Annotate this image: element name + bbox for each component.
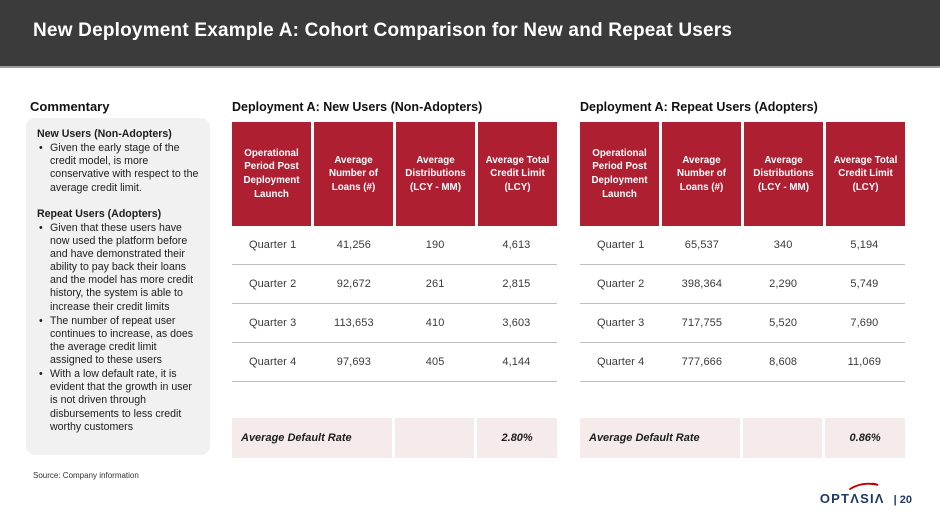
- table-cell: 340: [773, 239, 793, 251]
- commentary-heading: Commentary: [30, 99, 110, 114]
- commentary-bullet-list: Given the early stage of the credit mode…: [37, 142, 199, 195]
- page-title: New Deployment Example A: Cohort Compari…: [33, 20, 733, 41]
- table-row: Quarter 2 398,364 2,290 5,749: [580, 265, 905, 304]
- table-row: Quarter 2 92,672 261 2,815: [232, 265, 557, 304]
- column-header: Average Distributions (LCY - MM): [396, 122, 475, 226]
- column-header: Average Number of Loans (#): [314, 122, 393, 226]
- column-header: Average Total Credit Limit (LCY): [826, 122, 905, 226]
- page-number: | 20: [893, 494, 912, 506]
- commentary-section-heading: Repeat Users (Adopters): [37, 207, 162, 220]
- table-row: Quarter 3 717,755 5,520 7,690: [580, 304, 905, 343]
- table-cell: Quarter 3: [248, 317, 297, 329]
- table-cell: Quarter 2: [596, 278, 645, 290]
- default-rate-label: Average Default Rate: [580, 418, 740, 458]
- table-header-row: Operational Period Post Deployment Launc…: [580, 122, 905, 226]
- table-cell: 7,690: [850, 317, 879, 329]
- table-body: Quarter 1 41,256 190 4,613 Quarter 2 92,672 26…: [232, 226, 557, 382]
- table-cell: 410: [425, 317, 445, 329]
- table-cell: 11,069: [847, 356, 882, 368]
- table-cell: 777,666: [681, 356, 723, 368]
- table-repeat-users: Deployment A: Repeat Users (Adopters) Op…: [580, 100, 905, 458]
- default-rate-label: Average Default Rate: [232, 418, 392, 458]
- table-new-users: Deployment A: New Users (Non-Adopters) O…: [232, 100, 557, 458]
- table-cell: 190: [425, 239, 445, 251]
- table-cell: 8,608: [769, 356, 798, 368]
- table-cell: Quarter 3: [596, 317, 645, 329]
- title-bar: New Deployment Example A: Cohort Compari…: [0, 0, 940, 68]
- column-header: Average Number of Loans (#): [662, 122, 741, 226]
- column-header: Operational Period Post Deployment Launc…: [580, 122, 659, 226]
- table-cell: 65,537: [684, 239, 719, 251]
- table-cell: 261: [425, 278, 445, 290]
- table-cell: 113,653: [334, 317, 374, 329]
- logo-text: OPTΛSIΛ: [819, 491, 885, 506]
- table-cell: 405: [425, 356, 445, 368]
- commentary-bullet: With a low default rate, it is evident t…: [37, 368, 199, 434]
- table-cell: 4,613: [502, 239, 531, 251]
- table-row: Quarter 1 41,256 190 4,613: [232, 226, 557, 265]
- table-cell: 2,815: [502, 278, 531, 290]
- table-cell: 398,364: [681, 278, 723, 290]
- table-row: Quarter 4 97,693 405 4,144: [232, 343, 557, 382]
- table-cell: Quarter 1: [596, 239, 645, 251]
- table-cell: 5,749: [850, 278, 879, 290]
- table-cell: 717,755: [681, 317, 723, 329]
- commentary-bullet: The number of repeat user continues to i…: [37, 315, 199, 368]
- table-title: Deployment A: New Users (Non-Adopters): [232, 100, 483, 114]
- brand-area: OPTΛSIΛ | 20: [819, 482, 912, 508]
- table-cell: 2,290: [769, 278, 798, 290]
- table-title: Deployment A: Repeat Users (Adopters): [580, 100, 818, 114]
- commentary-bullet-list: Given that these users have now used the…: [37, 222, 199, 434]
- table-cell: 3,603: [502, 317, 531, 329]
- table-cell: Quarter 1: [248, 239, 297, 251]
- default-rate-spacer: [742, 418, 823, 458]
- table-header-row: Operational Period Post Deployment Launc…: [232, 122, 557, 226]
- column-header: Average Total Credit Limit (LCY): [478, 122, 557, 226]
- column-header: Average Distributions (LCY - MM): [744, 122, 823, 226]
- default-rate-value: 2.80%: [477, 418, 557, 458]
- table-cell: 4,144: [502, 356, 531, 368]
- table-row: Quarter 3 113,653 410 3,603: [232, 304, 557, 343]
- default-rate-spacer: [394, 418, 475, 458]
- default-rate-value: 0.86%: [825, 418, 905, 458]
- table-cell: 5,520: [769, 317, 798, 329]
- table-row: Quarter 4 777,666 8,608 11,069: [580, 343, 905, 382]
- column-header: Operational Period Post Deployment Launc…: [232, 122, 311, 226]
- commentary-section-repeat-users: Repeat Users (Adopters) Given that these…: [37, 208, 199, 434]
- table-footer-row: Average Default Rate 0.86%: [580, 418, 905, 458]
- table-cell: Quarter 4: [596, 356, 645, 368]
- table-footer-row: Average Default Rate 2.80%: [232, 418, 557, 458]
- optasia-logo: OPTΛSIΛ: [819, 482, 885, 508]
- commentary-section-new-users: New Users (Non-Adopters) Given the early…: [37, 128, 199, 195]
- commentary-panel: New Users (Non-Adopters) Given the early…: [26, 118, 210, 455]
- source-note: Source: Company information: [33, 471, 139, 480]
- table-body: Quarter 1 65,537 340 5,194 Quarter 2 398,364 2…: [580, 226, 905, 382]
- table-cell: 97,693: [336, 356, 371, 368]
- table-cell: Quarter 2: [248, 278, 297, 290]
- table-cell: 41,256: [336, 239, 371, 251]
- commentary-section-heading: New Users (Non-Adopters): [37, 128, 172, 140]
- table-cell: 92,672: [336, 278, 371, 290]
- commentary-bullet: Given that these users have now used the…: [37, 222, 199, 314]
- logo-swoosh-icon: [848, 482, 879, 490]
- commentary-bullet: Given the early stage of the credit mode…: [37, 142, 199, 195]
- table-cell: 5,194: [850, 239, 879, 251]
- table-row: Quarter 1 65,537 340 5,194: [580, 226, 905, 265]
- table-cell: Quarter 4: [248, 356, 297, 368]
